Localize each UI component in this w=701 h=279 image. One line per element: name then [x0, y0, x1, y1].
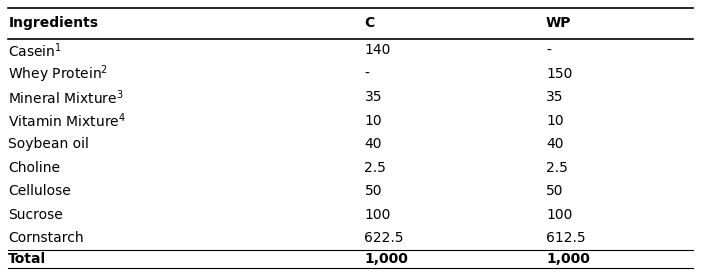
Text: 622.5: 622.5	[365, 231, 404, 245]
Text: 50: 50	[546, 184, 564, 198]
Text: 40: 40	[365, 137, 382, 151]
Text: 35: 35	[546, 90, 564, 104]
Text: Ingredients: Ingredients	[8, 16, 98, 30]
Text: Whey Protein$^2$: Whey Protein$^2$	[8, 63, 109, 85]
Text: 2.5: 2.5	[365, 161, 386, 175]
Text: Casein$^1$: Casein$^1$	[8, 41, 62, 60]
Text: WP: WP	[546, 16, 571, 30]
Text: Soybean oil: Soybean oil	[8, 137, 89, 151]
Text: 50: 50	[365, 184, 382, 198]
Text: 140: 140	[365, 44, 391, 57]
Text: 100: 100	[546, 208, 573, 222]
Text: Cellulose: Cellulose	[8, 184, 71, 198]
Text: 40: 40	[546, 137, 564, 151]
Text: 100: 100	[365, 208, 391, 222]
Text: Total: Total	[8, 252, 46, 266]
Text: 612.5: 612.5	[546, 231, 585, 245]
Text: -: -	[365, 67, 369, 81]
Text: -: -	[546, 44, 551, 57]
Text: 1,000: 1,000	[546, 252, 590, 266]
Text: Cornstarch: Cornstarch	[8, 231, 84, 245]
Text: C: C	[365, 16, 375, 30]
Text: Sucrose: Sucrose	[8, 208, 63, 222]
Text: 2.5: 2.5	[546, 161, 568, 175]
Text: Mineral Mixture$^3$: Mineral Mixture$^3$	[8, 88, 124, 107]
Text: 35: 35	[365, 90, 382, 104]
Text: Choline: Choline	[8, 161, 60, 175]
Text: 1,000: 1,000	[365, 252, 409, 266]
Text: 10: 10	[546, 114, 564, 128]
Text: Vitamin Mixture$^4$: Vitamin Mixture$^4$	[8, 112, 126, 130]
Text: 150: 150	[546, 67, 573, 81]
Text: 10: 10	[365, 114, 382, 128]
